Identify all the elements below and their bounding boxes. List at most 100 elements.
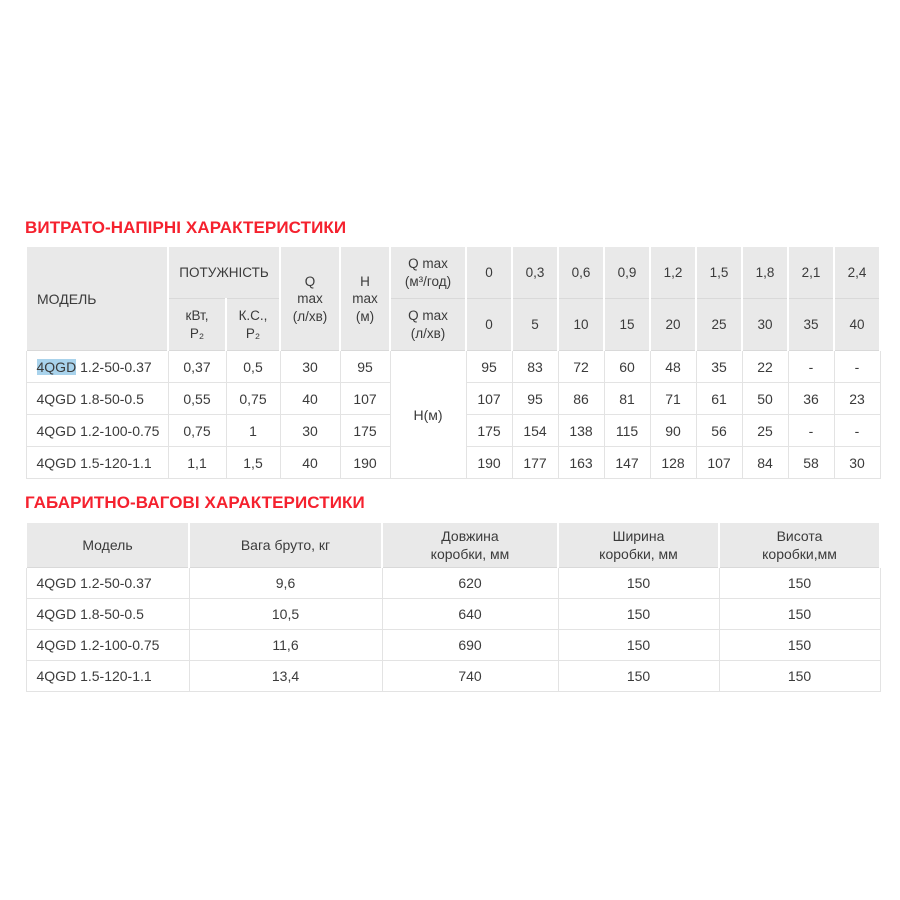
- head-value-cell: 154: [511, 414, 559, 448]
- col-header-power-kwt: кВт, P₂: [167, 298, 227, 352]
- head-value-cell: 115: [603, 414, 651, 448]
- flow-lmin-header-cell: 25: [695, 298, 743, 352]
- head-value-cell: 177: [511, 446, 559, 480]
- head-value-cell: 58: [787, 446, 835, 480]
- qmax-cell: 40: [279, 382, 341, 416]
- flow-head-header-row-1: МОДЕЛЬ ПОТУЖНІСТЬ Q max (л/хв) H max (м)…: [25, 247, 881, 352]
- dimension-value-cell: 150: [557, 566, 720, 599]
- flow-m3h-header-cell: 0,9: [603, 247, 651, 300]
- dimensions-table-row: 4QGD 1.5-120-1.1 13,4 740 150 150: [25, 659, 881, 692]
- head-value-cell: 138: [557, 414, 605, 448]
- flow-lmin-header-cell: 40: [833, 298, 881, 352]
- head-value-cell: 147: [603, 446, 651, 480]
- head-value-cell: 107: [465, 382, 513, 416]
- col-header-qmax-lmin: Q max (л/хв): [389, 298, 467, 352]
- dimensions-table-row: 4QGD 1.2-50-0.37 9,6 620 150 150: [25, 566, 881, 599]
- dimensions-table: Модель Вага бруто, кг Довжина коробки, мм Ш…: [25, 522, 881, 692]
- flow-head-header-row-2: кВт, P₂ К.С., P₂ Q max (л/хв) 0 5 10 15 20 25…: [26, 298, 881, 352]
- head-value-cell: 83: [511, 350, 559, 384]
- power-kwt-cell: 1,1: [167, 446, 227, 480]
- col-header-power-hp: К.С., P₂: [225, 298, 281, 352]
- col-header-model: МОДЕЛЬ: [25, 247, 169, 352]
- flow-m3h-header-cell: 2,1: [787, 247, 835, 300]
- flow-lmin-header-cell: 20: [649, 298, 697, 352]
- power-kwt-cell: 0,37: [167, 350, 227, 384]
- col-header-qmax-m3h: Q max (м³/год): [389, 247, 467, 300]
- dimension-value-cell: 11,6: [188, 628, 383, 661]
- head-value-cell: 35: [695, 350, 743, 384]
- head-value-cell: 22: [741, 350, 789, 384]
- flow-head-section-title: ВИТРАТО-НАПІРНІ ХАРАКТЕРИСТИКИ: [25, 218, 347, 237]
- head-value-cell: 84: [741, 446, 789, 480]
- head-value-cell: 175: [465, 414, 513, 448]
- model-cell: 4QGD 1.5-120-1.1: [25, 446, 169, 480]
- dimension-value-cell: 150: [557, 597, 720, 630]
- head-value-cell: -: [833, 414, 881, 448]
- flow-lmin-header-cell: 35: [787, 298, 835, 352]
- flow-lmin-header-cell: 10: [557, 298, 605, 352]
- model-cell: 4QGD 1.2-100-0.75: [25, 628, 190, 661]
- flow-lmin-header-cell: 5: [511, 298, 559, 352]
- head-value-cell: 163: [557, 446, 605, 480]
- flow-head-table: МОДЕЛЬ ПОТУЖНІСТЬ Q max (л/хв) H max (м)…: [25, 247, 881, 480]
- dimension-value-cell: 150: [557, 659, 720, 692]
- flow-head-table-row: 4QGD 1.5-120-1.1 1,1 1,5 40 190 190 177 163 147 1…: [25, 446, 881, 480]
- head-value-cell: -: [787, 414, 835, 448]
- flow-m3h-header-cell: 2,4: [833, 247, 881, 300]
- dimensions-header-cell: Вага бруто, кг: [188, 522, 383, 568]
- model-cell: 4QGD 1.2-100-0.75: [25, 414, 169, 448]
- flow-lmin-header-cell: 30: [741, 298, 789, 352]
- dimensions-header-cell: Висота коробки,мм: [718, 522, 881, 568]
- dimension-value-cell: 690: [381, 628, 559, 661]
- selected-text-highlight: 4QGD: [36, 358, 77, 375]
- qmax-cell: 40: [279, 446, 341, 480]
- head-value-cell: 107: [695, 446, 743, 480]
- dimension-value-cell: 640: [381, 597, 559, 630]
- qmax-cell: 30: [279, 414, 341, 448]
- dimension-value-cell: 150: [718, 566, 881, 599]
- dimension-value-cell: 620: [381, 566, 559, 599]
- product-specs-page: ВИТРАТО-НАПІРНІ ХАРАКТЕРИСТИКИ МОДЕЛЬ ПО…: [25, 218, 881, 692]
- head-value-cell: 23: [833, 382, 881, 416]
- head-value-cell: 128: [649, 446, 697, 480]
- dimension-value-cell: 150: [718, 628, 881, 661]
- col-header-hmax: H max (м): [339, 247, 391, 352]
- dimension-value-cell: 13,4: [188, 659, 383, 692]
- head-value-cell: 61: [695, 382, 743, 416]
- power-hp-cell: 0,5: [225, 350, 281, 384]
- col-header-power: ПОТУЖНІСТЬ: [167, 247, 281, 300]
- flow-m3h-header-cell: 1,5: [695, 247, 743, 300]
- model-cell: 4QGD 1.5-120-1.1: [25, 659, 190, 692]
- head-value-cell: 30: [833, 446, 881, 480]
- head-value-cell: 90: [649, 414, 697, 448]
- flow-head-table-row: 4QGD 1.8-50-0.5 0,55 0,75 40 107 107 95 86 81 71 6…: [25, 382, 881, 416]
- head-value-cell: 50: [741, 382, 789, 416]
- flow-m3h-header-cell: 0: [465, 247, 513, 300]
- hmax-cell: 175: [339, 414, 391, 448]
- dimensions-header-cell: Модель: [25, 522, 190, 568]
- model-cell: 4QGD 1.2-50-0.37: [25, 350, 169, 384]
- flow-m3h-header-cell: 0,6: [557, 247, 605, 300]
- power-kwt-cell: 0,75: [167, 414, 227, 448]
- power-hp-cell: 0,75: [225, 382, 281, 416]
- dimensions-header-cell: Ширина коробки, мм: [557, 522, 720, 568]
- dimensions-table-row: 4QGD 1.2-100-0.75 11,6 690 150 150: [25, 628, 881, 661]
- col-header-qmax: Q max (л/хв): [279, 247, 341, 352]
- flow-m3h-header-cell: 1,2: [649, 247, 697, 300]
- head-value-cell: 60: [603, 350, 651, 384]
- dimension-value-cell: 150: [718, 659, 881, 692]
- head-value-cell: 190: [465, 446, 513, 480]
- flow-head-table-row: 4QGD 1.2-50-0.37 0,37 0,5 30 95 Н(м) 95 83 72 60 4…: [25, 350, 881, 480]
- flow-head-table-row: 4QGD 1.2-100-0.75 0,75 1 30 175 175 154 138 115 9…: [25, 414, 881, 448]
- hmax-cell: 95: [339, 350, 391, 384]
- dimension-value-cell: 150: [557, 628, 720, 661]
- dimension-value-cell: 10,5: [188, 597, 383, 630]
- head-value-cell: 36: [787, 382, 835, 416]
- dimensions-header-cell: Довжина коробки, мм: [381, 522, 559, 568]
- flow-m3h-header-cell: 0,3: [511, 247, 559, 300]
- head-value-cell: 25: [741, 414, 789, 448]
- model-cell: 4QGD 1.8-50-0.5: [25, 382, 169, 416]
- head-meters-span-cell: Н(м): [389, 350, 467, 480]
- head-value-cell: 56: [695, 414, 743, 448]
- head-value-cell: 81: [603, 382, 651, 416]
